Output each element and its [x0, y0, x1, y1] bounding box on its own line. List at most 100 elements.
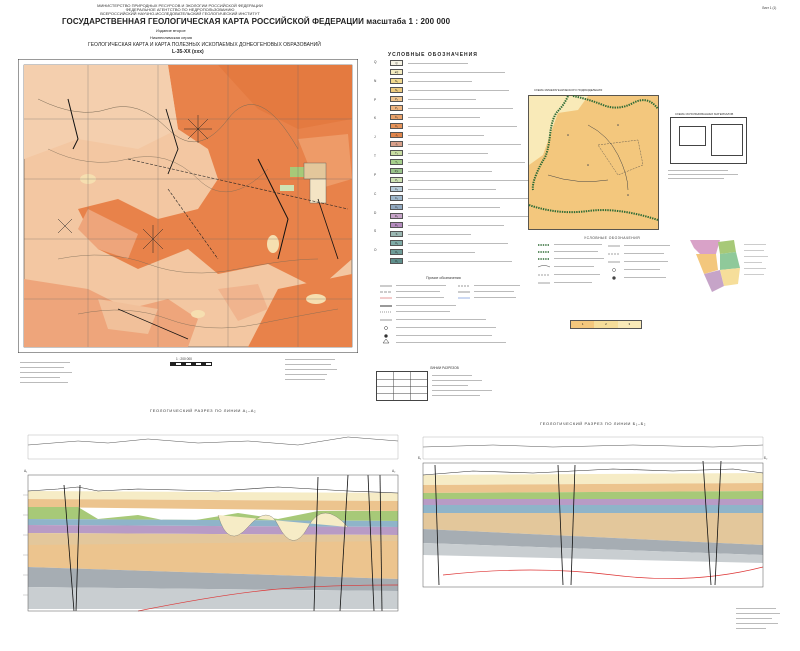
inset-map[interactable]	[528, 95, 659, 230]
legend-description-line	[408, 171, 492, 172]
legend-swatch: T₂	[390, 159, 403, 165]
legend-description-line	[408, 207, 500, 208]
inset-map-title: СХЕМА МИНЕРАГЕНИЧЕСКОГО ПОДРАЗДЕЛЕНИЯ	[534, 88, 603, 92]
legend-row: C₂	[368, 195, 533, 202]
legend-swatch: D₃	[390, 213, 403, 219]
ministry-line: ВСЕРОССИЙСКИЙ НАУЧНО-ИССЛЕДОВАТЕЛЬСКИЙ Г…	[100, 11, 260, 16]
geological-map[interactable]	[17, 58, 359, 354]
legend-age-label: Q	[374, 60, 377, 64]
legend-row: S	[368, 231, 518, 238]
map-notes-left	[20, 358, 80, 390]
legend-age-label: K	[374, 116, 377, 121]
section-lines-title: ЛИНИИ РАЗРЕЗОВ	[430, 366, 459, 370]
legend-age-label: J	[374, 135, 376, 140]
legend-row: J₂	[368, 141, 521, 148]
legend-row: aQ	[368, 69, 518, 76]
legend-swatch: K₂	[390, 114, 403, 120]
section-left-start: А₁	[24, 469, 28, 473]
series: Нижнеилимская серия	[150, 35, 192, 40]
legend-age-label: S	[374, 229, 377, 234]
legend-row: O₃	[368, 240, 518, 247]
legend-row: T₃	[368, 150, 518, 157]
legend-swatch: O₂	[390, 249, 403, 255]
legend-row: P₁	[368, 177, 529, 184]
index-map	[670, 117, 747, 164]
legend-age-label: P	[374, 97, 377, 102]
section-lines-table	[376, 371, 428, 401]
section-left[interactable]	[18, 415, 408, 615]
legend-swatch: J₃	[390, 132, 403, 138]
legend-row: Q	[368, 60, 518, 67]
legend-description-line	[408, 252, 475, 253]
legend-swatch: O₃	[390, 240, 403, 246]
legend-row: D₃	[368, 213, 537, 220]
legend-swatch: D₂	[390, 222, 403, 228]
compiler-notes	[736, 605, 786, 635]
legend-row: J₃	[368, 132, 518, 139]
legend-age-label: D	[374, 210, 377, 215]
index-map-title: СХЕМА ИСПОЛЬЗОВАННЫХ МАТЕРИАЛОВ	[675, 112, 734, 116]
inset-bar-seg-3: 3	[617, 321, 641, 328]
legend-swatch: C₃	[390, 186, 403, 192]
legend-description-line	[408, 72, 505, 73]
legend-age-label: P	[374, 172, 377, 177]
edition: Издание второе	[156, 28, 186, 33]
inset-legend-title: УСЛОВНЫЕ ОБОЗНАЧЕНИЯ	[584, 236, 641, 240]
legend-description-line	[408, 189, 496, 190]
legend-swatch: P₁	[390, 177, 403, 183]
scale-bar	[170, 362, 212, 366]
legend-row: O₂	[368, 249, 518, 256]
map-notes-right	[285, 355, 345, 387]
legend-description-line	[408, 63, 468, 64]
map-name: ГЕОЛОГИЧЕСКАЯ КАРТА И КАРТА ПОЛЕЗНЫХ ИСК…	[88, 42, 321, 48]
legend-swatch: C₂	[390, 195, 403, 201]
legend-description-line	[408, 117, 480, 118]
header: МИНИСТЕРСТВО ПРИРОДНЫХ РЕСУРСОВ И ЭКОЛОГ…	[20, 4, 340, 16]
symbols-title: Прочие обозначения	[426, 276, 461, 280]
legend-description-line	[408, 162, 525, 163]
legend-row: O₁	[368, 258, 518, 265]
legend-row: P₂	[368, 105, 518, 112]
section-right-end: Б₂	[764, 456, 768, 460]
legend-swatch: P₂	[390, 105, 403, 111]
legend-swatch: P₃	[390, 96, 403, 102]
geological-map-svg	[17, 58, 359, 354]
tectonic-scheme	[690, 240, 770, 295]
map-title: ГОСУДАРСТВЕННАЯ ГЕОЛОГИЧЕСКАЯ КАРТА РОСС…	[62, 17, 451, 26]
legend-description-line	[408, 126, 517, 127]
legend-description-line	[408, 225, 504, 226]
legend-description-line	[408, 198, 533, 199]
legend-swatch: P₂t	[390, 168, 403, 174]
scale-label: 1 : 200 000	[176, 357, 192, 361]
sheet-code: L-35-XX (ххх)	[172, 49, 204, 55]
legend-description-line	[408, 108, 513, 109]
legend-age-label: N	[374, 78, 377, 83]
legend-description-line	[408, 81, 472, 82]
section-left-svg	[23, 434, 399, 612]
legend-description-line	[408, 216, 537, 217]
section-left-title: ГЕОЛОГИЧЕСКИЙ РАЗРЕЗ ПО ЛИНИИ А₁–А₂	[150, 408, 257, 413]
legend-description-line	[408, 261, 512, 262]
legend-swatch: K₁	[390, 123, 403, 129]
section-right[interactable]	[413, 425, 778, 595]
inset-bar-seg-2: 2	[594, 321, 618, 328]
legend-description-line	[408, 180, 529, 181]
legend-swatch: T₃	[390, 150, 403, 156]
index-map-notes	[668, 168, 748, 184]
legend-row: N₂	[368, 78, 518, 85]
legend-row: D₂	[368, 222, 518, 229]
legend-description-line	[408, 144, 521, 145]
legend-row: C₁	[368, 204, 518, 211]
ministry-line: ФЕДЕРАЛЬНОЕ АГЕНТСТВО ПО НЕДРОПОЛЬЗОВАНИ…	[125, 7, 235, 12]
legend-row: T₂	[368, 159, 525, 166]
legend-row: P₃	[368, 96, 518, 103]
legend-swatch: N₂	[390, 78, 403, 84]
inset-bar-seg-1: 1	[571, 321, 595, 328]
symbols-block	[378, 282, 528, 352]
legend-age-label: T	[374, 154, 376, 159]
legend-swatch: N₁	[390, 87, 403, 93]
legend-description-line	[408, 99, 476, 100]
page-number: Лист 1 (1)	[762, 6, 777, 10]
legend-row: C₃	[368, 186, 518, 193]
section-right-svg	[422, 436, 764, 588]
